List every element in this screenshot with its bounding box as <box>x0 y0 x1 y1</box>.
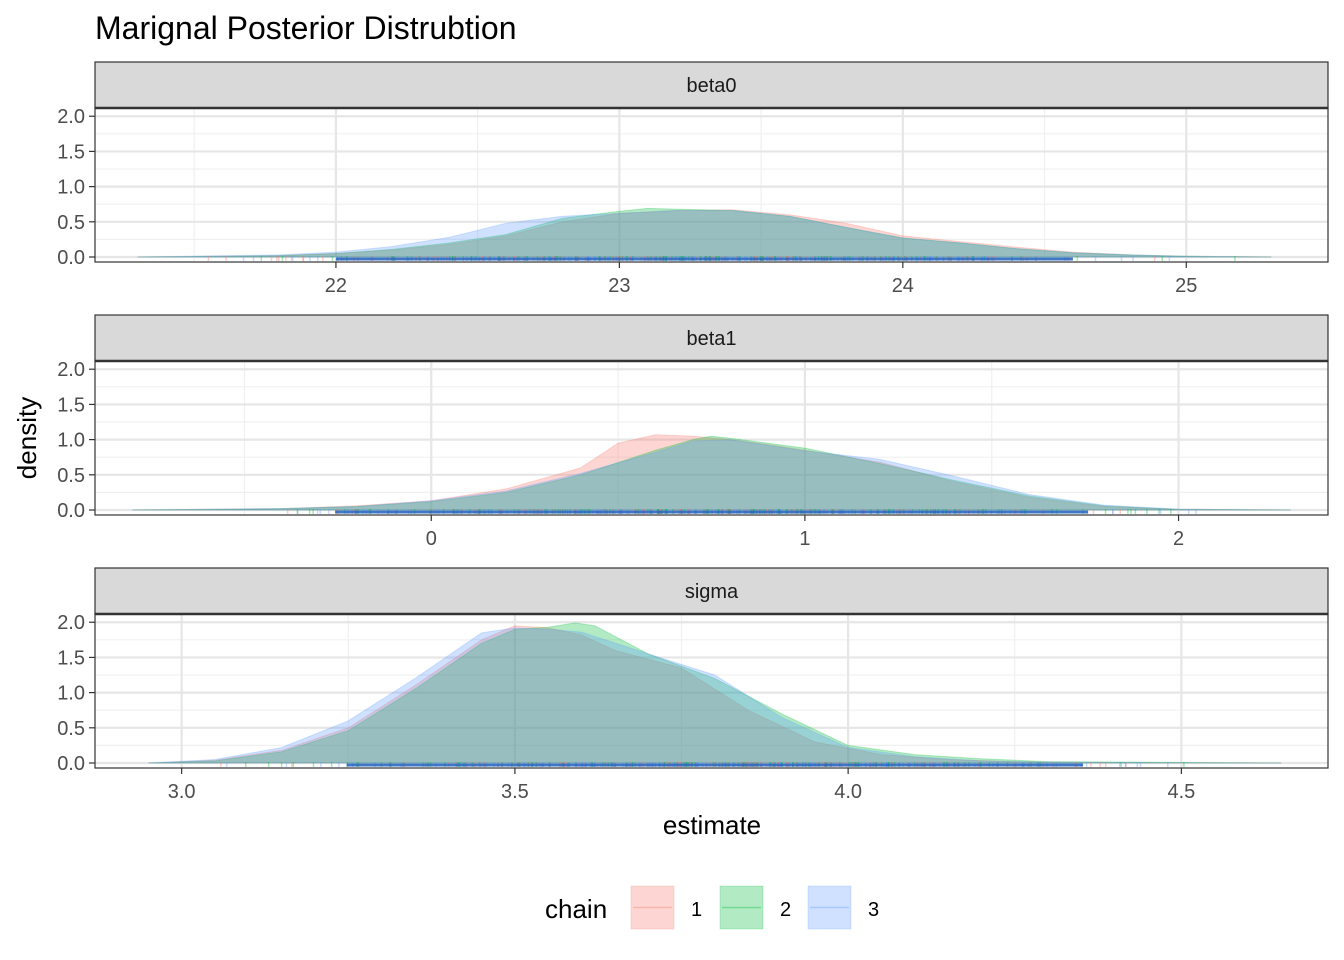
density-area-chain-3 <box>137 210 1272 258</box>
density-area-chain-2 <box>148 622 1282 764</box>
x-tick-label: 24 <box>892 275 914 297</box>
facet-panels: beta0 0.0 0.5 1.0 1.5 2.0 22 23 24 25 beta1 0.0 0.5 1… <box>57 61 1329 803</box>
y-tick-label: 1.0 <box>57 177 85 199</box>
chart-title: Marignal Posterior Distrubtion <box>95 10 517 46</box>
y-tick-label: 0.0 <box>57 500 85 522</box>
y-tick-label: 1.5 <box>57 141 85 163</box>
x-tick-label: 22 <box>325 275 347 297</box>
y-tick-label: 0.5 <box>57 212 85 234</box>
facet-strip <box>94 567 1329 615</box>
legend-title: chain <box>545 894 607 924</box>
y-tick-label: 0.5 <box>57 465 85 487</box>
x-tick-label: 3.0 <box>168 781 196 803</box>
x-tick-label: 3.5 <box>501 781 529 803</box>
facet-strip-label: beta0 <box>686 75 736 97</box>
facet-beta0: beta0 0.0 0.5 1.0 1.5 2.0 22 23 24 25 <box>57 61 1329 297</box>
density-area-chain-2 <box>137 207 1272 258</box>
density-area-chain-3 <box>132 439 1291 511</box>
x-tick-label: 2 <box>1173 528 1184 550</box>
legend-label-chain-3: 3 <box>868 899 879 921</box>
density-area-chain-1 <box>148 625 1282 764</box>
y-tick-label: 1.5 <box>57 394 85 416</box>
y-tick-label: 0.5 <box>57 718 85 740</box>
legend-label-chain-2: 2 <box>780 899 791 921</box>
rug-marks <box>286 509 1197 514</box>
y-tick-label: 0.0 <box>57 247 85 269</box>
y-tick-label: 1.5 <box>57 647 85 669</box>
x-tick-label: 4.0 <box>834 781 862 803</box>
legend-key-chain-2 <box>719 885 764 930</box>
x-axis-title: estimate <box>663 810 761 840</box>
x-tick-label: 23 <box>608 275 630 297</box>
y-tick-label: 1.0 <box>57 683 85 705</box>
legend: chain 1 2 3 <box>545 885 879 930</box>
y-tick-label: 1.0 <box>57 430 85 452</box>
legend-key-chain-3 <box>807 885 852 930</box>
density-area-chain-1 <box>137 209 1272 258</box>
rug-marks <box>220 762 1185 767</box>
x-tick-label: 4.5 <box>1167 781 1195 803</box>
density-area-chain-3 <box>148 627 1282 764</box>
legend-label-chain-1: 1 <box>691 899 702 921</box>
facet-strip <box>94 314 1329 362</box>
y-tick-label: 2.0 <box>57 106 85 128</box>
rug-marks <box>207 256 1236 261</box>
legend-key-chain-1 <box>630 885 675 930</box>
density-area-chain-1 <box>132 434 1291 511</box>
facet-beta1: beta1 0.0 0.5 1.0 1.5 2.0 0 1 2 <box>57 314 1329 550</box>
x-tick-label: 0 <box>426 528 437 550</box>
x-tick-label: 25 <box>1175 275 1197 297</box>
y-tick-label: 2.0 <box>57 359 85 381</box>
facet-strip-label: beta1 <box>686 328 736 350</box>
y-tick-label: 0.0 <box>57 753 85 775</box>
facet-sigma: sigma 0.0 0.5 1.0 1.5 2.0 3.0 3.5 4.0 4.5 <box>57 567 1329 803</box>
density-area-chain-2 <box>132 435 1291 511</box>
y-axis-title: density <box>12 397 42 479</box>
x-tick-label: 1 <box>799 528 810 550</box>
facet-strip-label: sigma <box>685 581 739 603</box>
y-tick-label: 2.0 <box>57 612 85 634</box>
